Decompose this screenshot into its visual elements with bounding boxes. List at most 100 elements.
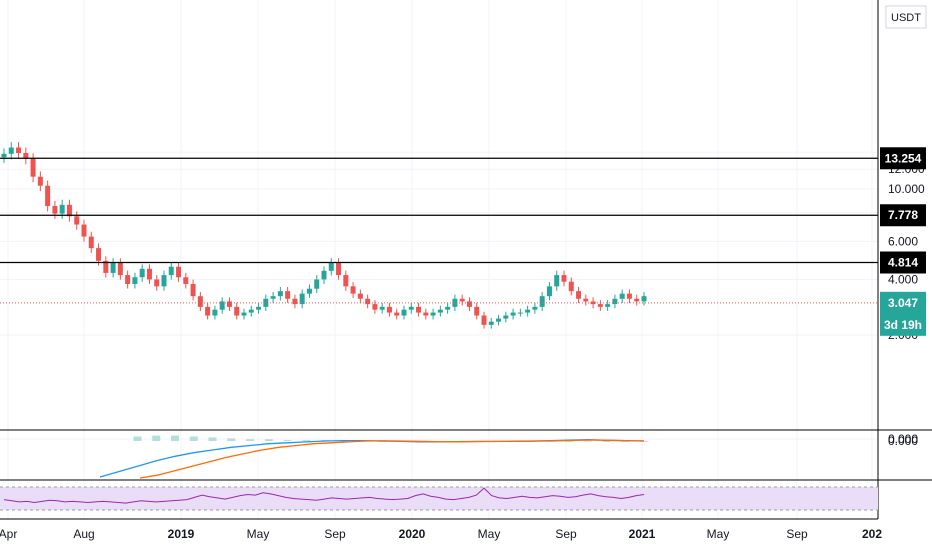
- candle[interactable]: [394, 308, 400, 320]
- candle[interactable]: [125, 270, 131, 289]
- candle-body: [212, 309, 218, 316]
- candle[interactable]: [517, 308, 523, 317]
- candle[interactable]: [525, 305, 531, 317]
- candle[interactable]: [45, 180, 51, 212]
- candle[interactable]: [110, 258, 116, 278]
- candle[interactable]: [619, 289, 625, 304]
- candle[interactable]: [277, 286, 283, 301]
- candle[interactable]: [256, 302, 262, 314]
- candle[interactable]: [386, 302, 392, 317]
- candle[interactable]: [234, 302, 240, 320]
- macd-histogram-bar: [640, 441, 648, 442]
- candle[interactable]: [146, 264, 152, 285]
- candle[interactable]: [634, 294, 640, 306]
- candle[interactable]: [350, 282, 356, 298]
- candle[interactable]: [66, 199, 72, 222]
- candle[interactable]: [626, 289, 632, 304]
- candle[interactable]: [503, 311, 509, 323]
- candle[interactable]: [481, 311, 487, 329]
- candle[interactable]: [263, 294, 269, 311]
- candle[interactable]: [314, 275, 320, 294]
- candle[interactable]: [212, 305, 218, 320]
- candle[interactable]: [321, 266, 327, 285]
- candle[interactable]: [343, 270, 349, 291]
- candle[interactable]: [401, 305, 407, 320]
- candle[interactable]: [226, 297, 232, 311]
- candle[interactable]: [423, 308, 429, 320]
- candle[interactable]: [285, 286, 291, 304]
- candle[interactable]: [37, 171, 43, 192]
- currency-box[interactable]: [885, 5, 927, 29]
- candle[interactable]: [23, 147, 29, 165]
- candle[interactable]: [466, 297, 472, 311]
- candle[interactable]: [357, 289, 363, 304]
- candle[interactable]: [219, 297, 225, 314]
- candle[interactable]: [88, 231, 94, 254]
- candle[interactable]: [576, 286, 582, 304]
- candle[interactable]: [16, 142, 22, 159]
- candle[interactable]: [168, 262, 174, 280]
- time-axis[interactable]: Apr Aug 2019 May Sep 2020 May Sep 2021 May Sep 202: [0, 527, 882, 541]
- macd-panel[interactable]: [99, 435, 648, 479]
- candle[interactable]: [248, 305, 254, 317]
- candle[interactable]: [52, 200, 58, 219]
- candle[interactable]: [81, 219, 87, 242]
- candle[interactable]: [539, 292, 545, 311]
- candle[interactable]: [452, 294, 458, 311]
- candle[interactable]: [641, 292, 647, 306]
- candle[interactable]: [161, 270, 167, 291]
- candle[interactable]: [408, 302, 414, 314]
- candle[interactable]: [605, 300, 611, 311]
- candle[interactable]: [176, 262, 182, 282]
- candle[interactable]: [328, 258, 334, 276]
- candle[interactable]: [459, 294, 465, 306]
- candle[interactable]: [510, 308, 516, 320]
- candle[interactable]: [568, 277, 574, 296]
- candle[interactable]: [590, 297, 596, 309]
- candle[interactable]: [488, 317, 494, 329]
- candle[interactable]: [583, 294, 589, 306]
- candle[interactable]: [205, 302, 211, 320]
- candle[interactable]: [437, 305, 443, 317]
- candle[interactable]: [190, 279, 196, 301]
- candle[interactable]: [416, 302, 422, 317]
- candle[interactable]: [612, 294, 618, 309]
- x-tick-label: May: [707, 527, 730, 541]
- candle-body: [619, 293, 625, 299]
- level-lines[interactable]: [0, 157, 878, 264]
- candle-body: [45, 185, 51, 207]
- candle[interactable]: [379, 302, 385, 314]
- candle[interactable]: [554, 270, 560, 291]
- rsi-panel[interactable]: [0, 486, 878, 511]
- candle[interactable]: [241, 308, 247, 320]
- candle[interactable]: [336, 258, 342, 280]
- candle[interactable]: [292, 294, 298, 309]
- candle[interactable]: [1, 148, 7, 163]
- candle[interactable]: [372, 300, 378, 314]
- candle[interactable]: [270, 292, 276, 304]
- candle[interactable]: [299, 289, 305, 309]
- candle[interactable]: [132, 272, 138, 289]
- candle[interactable]: [74, 211, 80, 230]
- candle[interactable]: [8, 142, 14, 160]
- candles[interactable]: [1, 142, 647, 329]
- candle[interactable]: [117, 258, 123, 280]
- candle[interactable]: [597, 300, 603, 311]
- candle[interactable]: [197, 292, 203, 311]
- candle[interactable]: [154, 275, 160, 291]
- candle[interactable]: [445, 302, 451, 314]
- candle-body: [74, 216, 80, 225]
- candle[interactable]: [103, 256, 109, 278]
- candle[interactable]: [430, 308, 436, 320]
- candle[interactable]: [546, 282, 552, 301]
- candle[interactable]: [474, 302, 480, 320]
- candle[interactable]: [532, 302, 538, 314]
- candle[interactable]: [139, 264, 145, 282]
- candle[interactable]: [365, 294, 371, 309]
- candle[interactable]: [561, 270, 567, 287]
- candle[interactable]: [306, 284, 312, 298]
- candle[interactable]: [183, 272, 189, 289]
- candle[interactable]: [496, 314, 502, 326]
